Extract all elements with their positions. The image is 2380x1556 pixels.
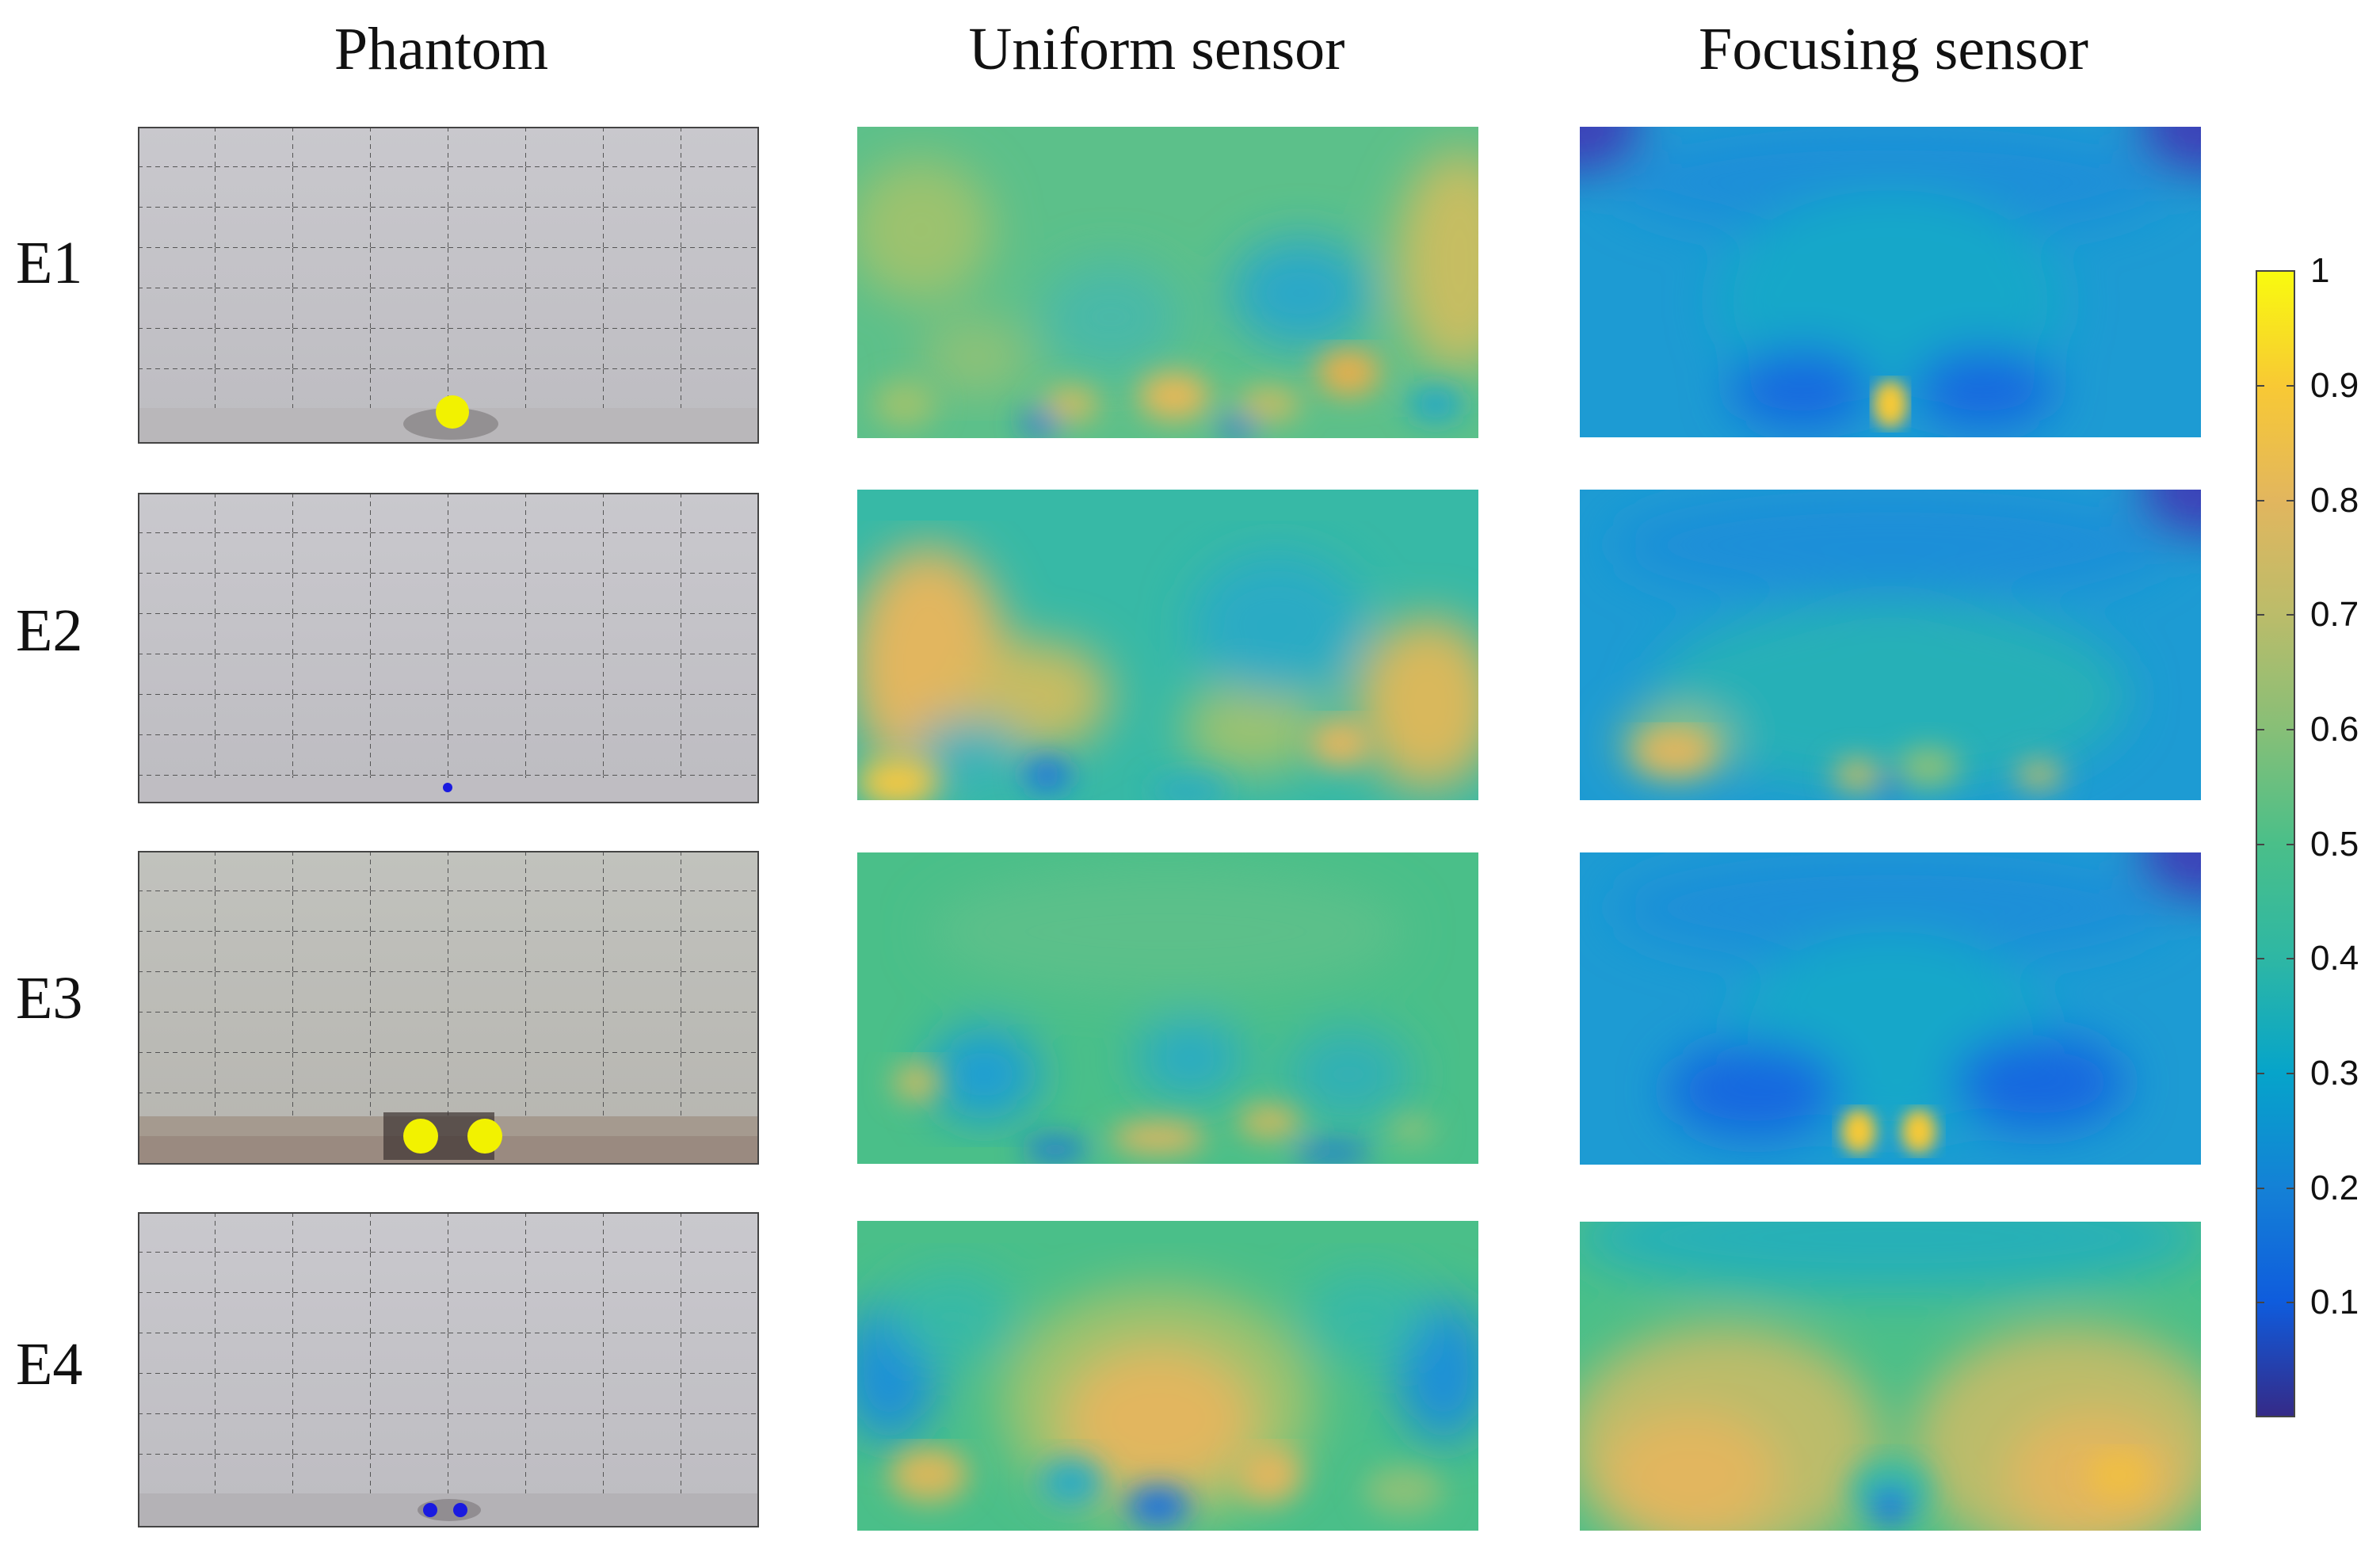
uniform-sensor-map-e1 — [857, 127, 1478, 438]
uniform-sensor-map-e2 — [857, 490, 1478, 800]
colorbar — [2255, 269, 2296, 1418]
focusing-sensor-map-e1 — [1580, 127, 2201, 437]
inclusion-marker — [423, 1503, 437, 1517]
inclusion-marker — [453, 1503, 467, 1517]
row-label-e2: E2 — [16, 597, 83, 664]
colorbar-tick-label: 0.5 — [2310, 825, 2359, 864]
inclusion-marker — [467, 1119, 502, 1154]
colorbar-tick-label: 0.7 — [2310, 595, 2359, 634]
column-title-uniform-sensor: Uniform sensor — [968, 16, 1345, 82]
colorbar-tick-label: 0.4 — [2310, 939, 2359, 978]
inclusion-marker — [436, 395, 469, 429]
inclusion-marker — [403, 1119, 438, 1154]
row-label-e3: E3 — [16, 965, 83, 1032]
focusing-sensor-map-e2 — [1580, 490, 2201, 800]
colorbar-tick-label: 0.8 — [2310, 481, 2359, 520]
phantom-e3 — [138, 851, 759, 1165]
colorbar-tick-label: 0.1 — [2310, 1283, 2359, 1321]
phantom-e4 — [138, 1212, 759, 1527]
colorbar-tick-label: 0.2 — [2310, 1169, 2359, 1207]
phantom-e1 — [138, 127, 759, 444]
colorbar-tick-label: 0.3 — [2310, 1054, 2359, 1093]
column-title-focusing-sensor: Focusing sensor — [1699, 16, 2088, 82]
row-label-e1: E1 — [16, 230, 83, 296]
focusing-sensor-map-e4 — [1580, 1222, 2201, 1531]
colorbar-tick-label: 0.6 — [2310, 710, 2359, 749]
uniform-sensor-map-e4 — [857, 1221, 1478, 1531]
phantom-e2 — [138, 493, 759, 803]
uniform-sensor-map-e3 — [857, 852, 1478, 1164]
row-label-e4: E4 — [16, 1331, 83, 1398]
inclusion-marker — [443, 783, 452, 792]
column-title-phantom: Phantom — [334, 16, 549, 82]
colorbar-tick-label: 0.9 — [2310, 366, 2359, 405]
focusing-sensor-map-e3 — [1580, 852, 2201, 1165]
colorbar-tick-label: 1 — [2310, 251, 2330, 290]
